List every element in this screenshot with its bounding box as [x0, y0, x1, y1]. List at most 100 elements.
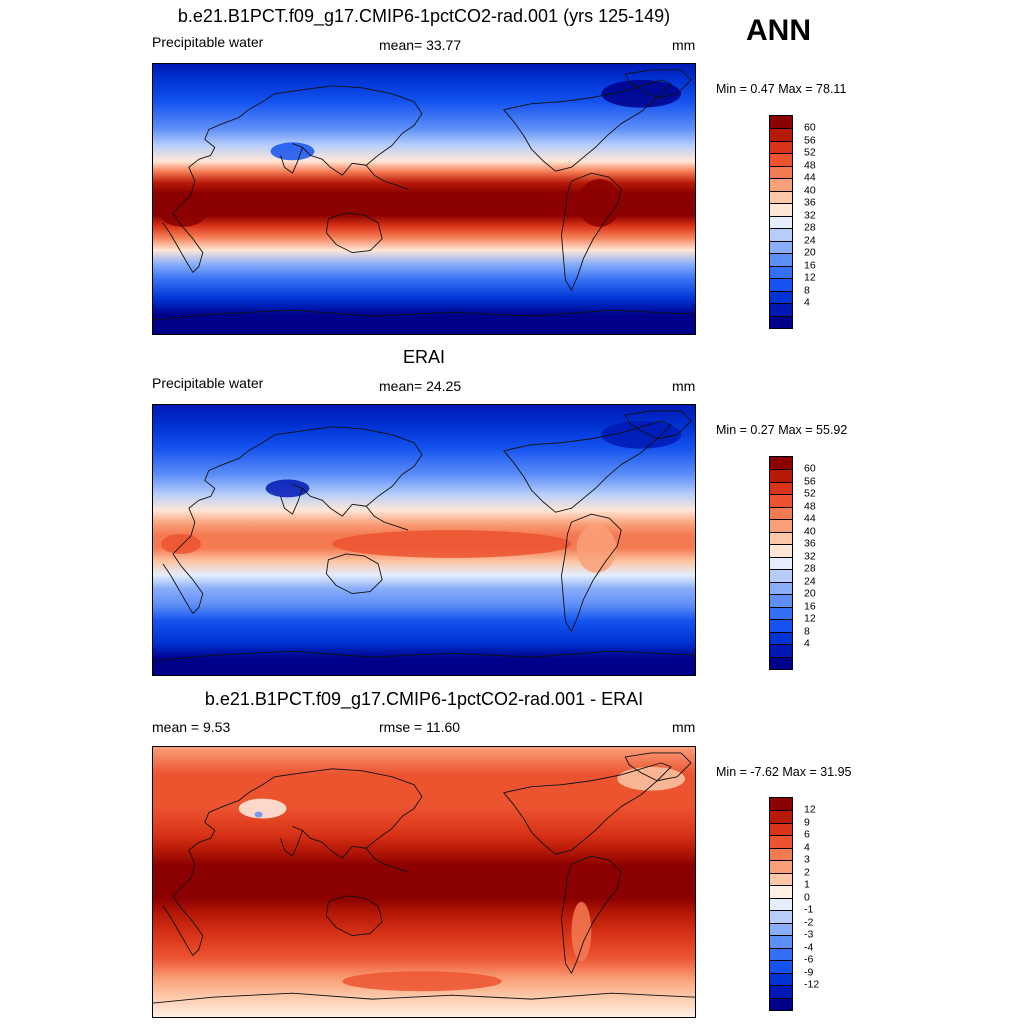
colorbar-cell [770, 885, 792, 898]
colorbar-tick-label: 12 [804, 612, 816, 625]
panel-1-variable-label: Precipitable water [152, 34, 264, 50]
colorbar-tick-label: 52 [804, 487, 816, 500]
colorbar-tick-label: 40 [804, 525, 816, 538]
colorbar-cell [770, 644, 792, 657]
field-region [254, 811, 263, 818]
colorbar-cell [770, 290, 792, 304]
coastline [280, 830, 303, 857]
panel-2-units-label: mm [672, 378, 696, 394]
coastline [325, 553, 383, 595]
panel-1-mean-label: mean= 33.77 [379, 37, 462, 53]
colorbar-tick-label: 44 [804, 171, 816, 184]
colorbar-tick-label: 20 [804, 587, 816, 600]
colorbar-tick-label: 8 [804, 625, 810, 638]
colorbar-cell [770, 153, 792, 166]
field-region [601, 420, 682, 449]
coastline [325, 895, 383, 937]
coastline [325, 212, 383, 254]
colorbar-cell [770, 116, 792, 129]
colorbar-cell [770, 519, 792, 532]
colorbar-tick-label: 56 [804, 475, 816, 488]
coastline [153, 650, 695, 662]
colorbar-cell [770, 619, 792, 632]
colorbar-cell [770, 481, 792, 495]
coastline [365, 505, 409, 531]
panel-3-title: b.e21.B1PCT.f09_g17.CMIP6-1pctCO2-rad.00… [204, 689, 644, 709]
colorbar-cell [770, 303, 792, 316]
colorbar-cell [770, 860, 792, 873]
colorbar-cell [770, 985, 792, 998]
colorbar-cell [770, 581, 792, 595]
colorbar-cell [770, 494, 792, 507]
colorbar-tick-label: 28 [804, 221, 816, 234]
colorbar-cell [770, 569, 792, 582]
panel-3-units-label: mm [672, 719, 696, 735]
panel-1-colorbar [769, 115, 793, 329]
colorbar-tick-label: 0 [804, 891, 810, 904]
colorbar-tick-label: 48 [804, 500, 816, 513]
colorbar-tick-label: -9 [804, 966, 814, 979]
coastline [503, 79, 672, 172]
panel-1-colorbar-labels: 60 56 52 48 44 40 36 32 28 24 20 16 12 8 4 [804, 115, 844, 329]
colorbar-cell [770, 140, 792, 154]
colorbar-cell [770, 922, 792, 936]
colorbar-tick-label: 36 [804, 196, 816, 209]
season-label: ANN [746, 14, 811, 47]
colorbar-cell [770, 822, 792, 836]
colorbar-cell [770, 253, 792, 266]
colorbar-cell [770, 506, 792, 520]
colorbar-tick-label: 3 [804, 853, 810, 866]
colorbar-tick-label: 60 [804, 462, 816, 475]
panel-3-rmse-label: rmse = 11.60 [379, 719, 461, 735]
colorbar-cell [770, 165, 792, 179]
field-region [238, 798, 287, 819]
colorbar-tick-label: 9 [804, 816, 810, 829]
colorbar-cell [770, 972, 792, 986]
colorbar-tick-label: 6 [804, 828, 810, 841]
coastline [280, 488, 303, 515]
field-region [158, 199, 207, 227]
panel-3-mean-label: mean = 9.53 [152, 719, 231, 735]
field-region [160, 534, 201, 554]
coastline [503, 420, 672, 513]
colorbar-cell [770, 190, 792, 204]
field-region [601, 79, 682, 108]
colorbar-cell [770, 178, 792, 191]
colorbar-cell [770, 544, 792, 557]
colorbar-cell [770, 935, 792, 948]
colorbar-cell [770, 810, 792, 823]
coastline [162, 553, 204, 614]
colorbar-cell [770, 215, 792, 229]
colorbar-cell [770, 910, 792, 923]
field-region [577, 179, 622, 227]
coastline [153, 992, 695, 1004]
colorbar-tick-label: -2 [804, 916, 814, 929]
colorbar-tick-label: 16 [804, 600, 816, 613]
field-region [332, 530, 572, 558]
colorbar-cell [770, 556, 792, 570]
coastline [172, 434, 275, 555]
colorbar-cell [770, 265, 792, 279]
colorbar-cell [770, 315, 792, 328]
coastline [561, 513, 622, 632]
panel-1-min-max: Min = 0.47 Max = 78.11 [716, 82, 847, 96]
colorbar-tick-label: -12 [804, 978, 820, 991]
colorbar-cell [770, 606, 792, 620]
coastline [153, 309, 695, 321]
colorbar-tick-label: 12 [804, 271, 816, 284]
colorbar-tick-label: 4 [804, 296, 810, 309]
panel-3-colorbar [769, 797, 793, 1011]
colorbar-cell [770, 997, 792, 1010]
colorbar-tick-label: 24 [804, 234, 816, 247]
coastline [624, 752, 692, 782]
colorbar-tick-label: 56 [804, 134, 816, 147]
colorbar-cell [770, 847, 792, 861]
coastline [503, 762, 672, 855]
colorbar-tick-label: 8 [804, 284, 810, 297]
colorbar-tick-label: -1 [804, 903, 814, 916]
panel-1-title: b.e21.B1PCT.f09_g17.CMIP6-1pctCO2-rad.00… [177, 6, 671, 26]
coastline [172, 776, 275, 897]
panel-3-colorbar-labels: 12 9 6 4 3 2 1 0 -1 -2 -3 -4 -6 -9 -12 [804, 797, 844, 1011]
colorbar-tick-label: 32 [804, 209, 816, 222]
panel-1-units-label: mm [672, 37, 696, 53]
